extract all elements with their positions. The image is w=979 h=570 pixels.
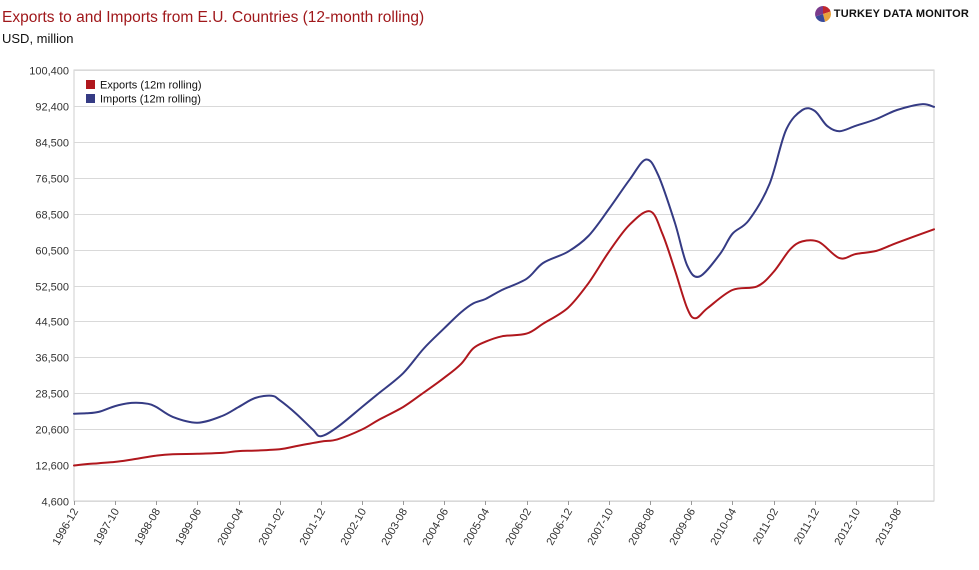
brand-name: TURKEY DATA MONITOR bbox=[833, 8, 969, 20]
legend: Exports (12m rolling) Imports (12m rollin… bbox=[86, 80, 201, 106]
x-tick-label: 1997-10 bbox=[92, 507, 123, 548]
y-tick-label: 92,400 bbox=[35, 102, 69, 114]
x-tick-label: 2013-08 bbox=[874, 507, 905, 548]
x-tick-label: 2008-08 bbox=[627, 507, 658, 548]
legend-label-exports: Exports (12m rolling) bbox=[100, 80, 201, 92]
x-tick-label: 2003-08 bbox=[380, 507, 411, 548]
x-tick-label: 2004-06 bbox=[421, 507, 452, 548]
chart-subtitle: USD, million bbox=[2, 31, 74, 46]
y-tick-label: 28,500 bbox=[35, 389, 69, 401]
x-tick-label: 2001-12 bbox=[298, 507, 329, 548]
pie-logo-icon bbox=[814, 6, 831, 22]
y-tick-label: 36,500 bbox=[35, 353, 69, 365]
legend-label-imports: Imports (12m rolling) bbox=[100, 94, 201, 106]
x-tick-label: 2011-12 bbox=[792, 507, 822, 547]
x-tick-label: 2007-10 bbox=[586, 507, 617, 548]
chart-title: Exports to and Imports from E.U. Countri… bbox=[2, 9, 425, 26]
y-tick-label: 76,500 bbox=[35, 174, 69, 186]
brand-logo: TURKEY DATA MONITOR bbox=[814, 6, 969, 22]
x-tick-label: 1996-12 bbox=[51, 507, 82, 548]
series-lines bbox=[73, 103, 935, 467]
y-tick-label: 20,600 bbox=[35, 425, 69, 437]
x-tick-label: 1998-08 bbox=[133, 507, 164, 548]
y-tick-label: 12,600 bbox=[35, 461, 69, 473]
y-tick-label: 68,500 bbox=[35, 210, 69, 222]
x-tick-label: 2006-02 bbox=[504, 507, 535, 548]
x-tick-label: 2010-04 bbox=[709, 507, 740, 548]
y-tick-label: 60,500 bbox=[35, 246, 69, 258]
x-tick-label: 2002-10 bbox=[339, 507, 370, 548]
y-tick-label: 52,500 bbox=[35, 282, 69, 294]
x-tick-label: 2011-02 bbox=[751, 507, 781, 547]
legend-swatch-imports bbox=[86, 94, 95, 103]
x-tick-label: 2012-10 bbox=[833, 507, 864, 548]
y-tick-label: 84,500 bbox=[35, 138, 69, 150]
series-line-imports bbox=[73, 103, 935, 438]
x-tick-label: 2006-12 bbox=[545, 507, 576, 548]
plot-area bbox=[73, 69, 935, 502]
y-tick-label: 100,400 bbox=[29, 66, 69, 78]
series-line-exports bbox=[73, 210, 935, 467]
x-tick-label: 2000-04 bbox=[216, 507, 247, 548]
legend-swatch-exports bbox=[86, 80, 95, 89]
x-tick-label: 2001-02 bbox=[257, 507, 288, 548]
x-tick-label: 2009-06 bbox=[668, 507, 699, 548]
y-tick-label: 44,500 bbox=[35, 317, 69, 329]
grid-lines bbox=[73, 69, 935, 502]
x-tick-label: 1999-06 bbox=[174, 507, 205, 548]
x-tick-label: 2005-04 bbox=[462, 507, 493, 548]
axes: 4,600 12,600 20,600 28,500 36,500 44,500 52,50… bbox=[29, 66, 904, 548]
y-tick-label: 4,600 bbox=[41, 497, 69, 509]
